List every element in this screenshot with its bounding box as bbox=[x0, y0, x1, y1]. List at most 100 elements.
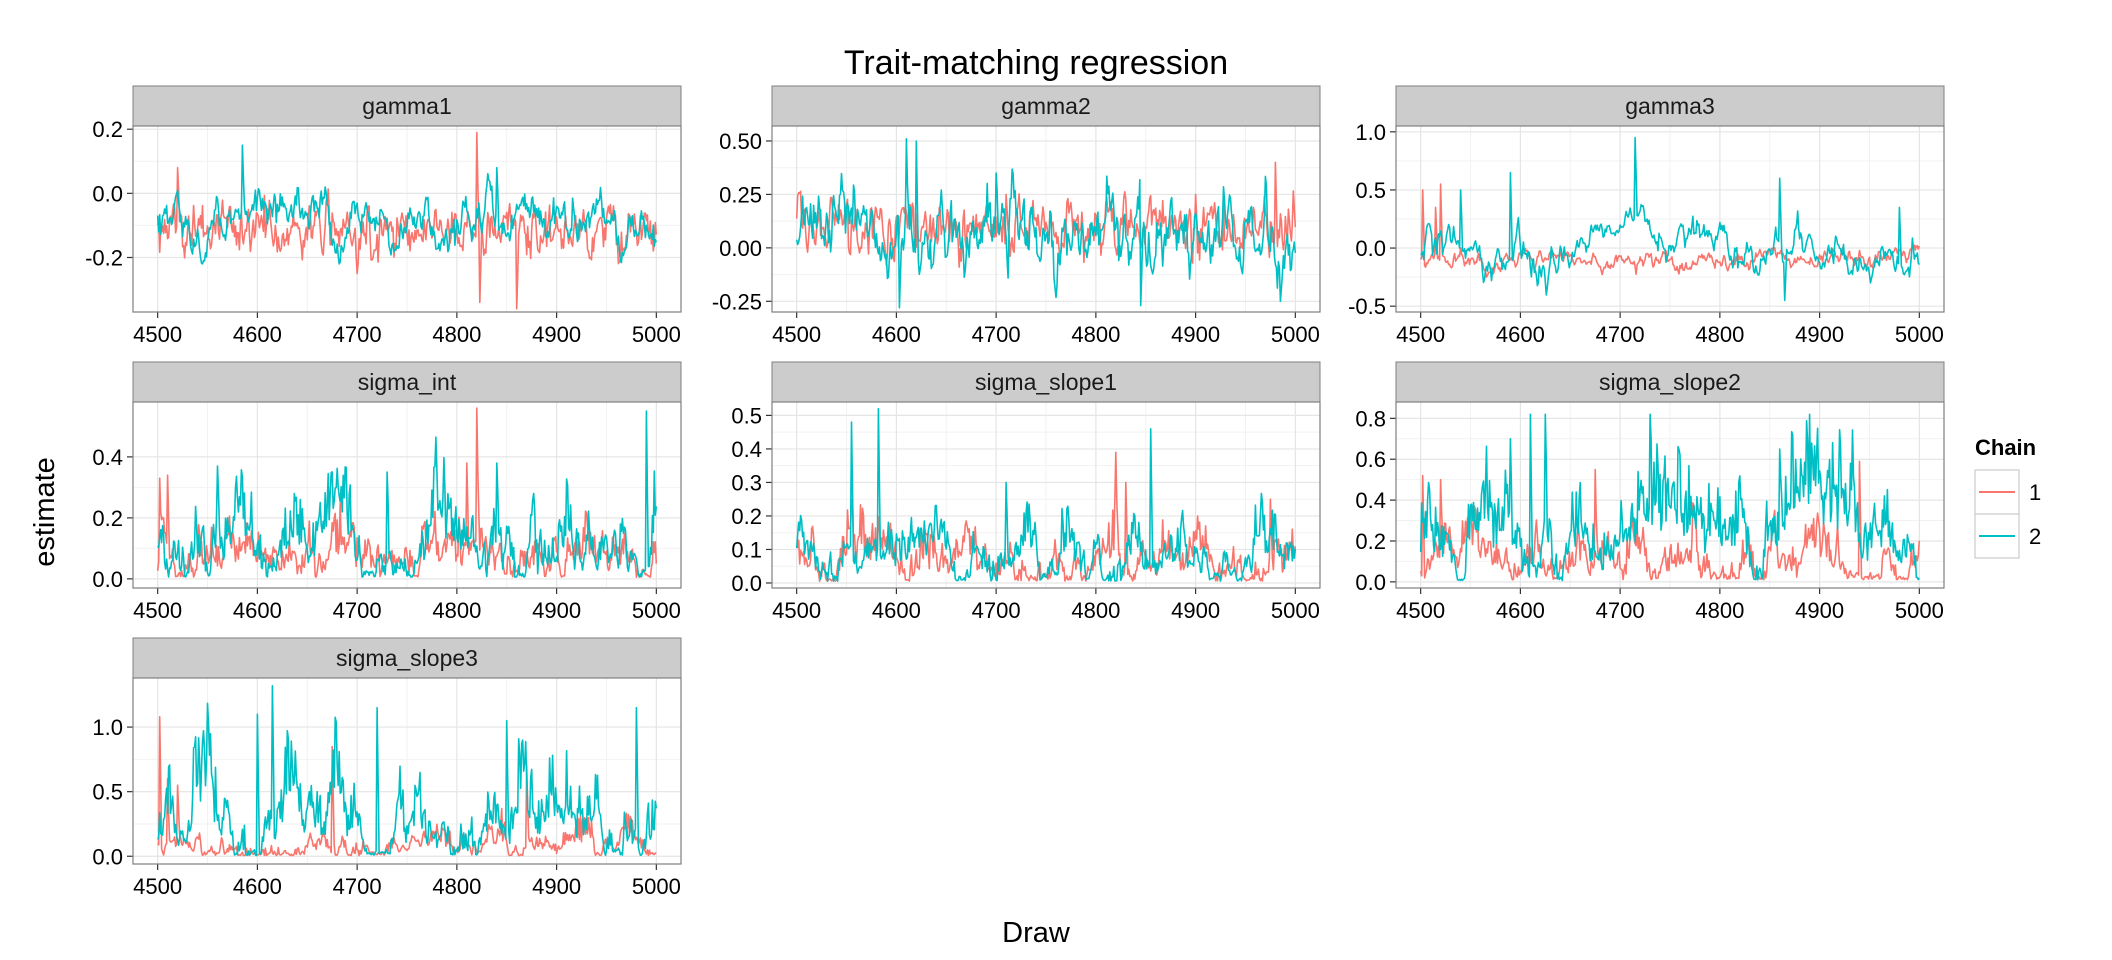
x-tick-label: 5000 bbox=[632, 322, 681, 347]
x-tick-label: 4600 bbox=[1496, 322, 1545, 347]
x-tick-label: 4900 bbox=[1171, 598, 1220, 623]
y-tick-label: 0.1 bbox=[731, 537, 762, 562]
facet-strip-label: sigma_slope1 bbox=[975, 369, 1117, 395]
legend: Chain 1 2 bbox=[1974, 435, 2041, 559]
y-tick-label: 0.2 bbox=[92, 117, 123, 142]
x-tick-label: 4500 bbox=[133, 874, 182, 899]
x-tick-label: 4800 bbox=[1695, 598, 1744, 623]
y-tick-label: 0.0 bbox=[92, 181, 123, 206]
y-tick-label: 0.2 bbox=[1355, 529, 1386, 554]
y-tick-label: -0.5 bbox=[1348, 294, 1386, 319]
series-line-chain-2 bbox=[1419, 413, 1920, 582]
y-tick-label: 0.2 bbox=[92, 506, 123, 531]
y-axis-title: estimate bbox=[29, 457, 61, 567]
x-tick-label: 5000 bbox=[1895, 322, 1944, 347]
series-line-chain-2 bbox=[156, 685, 658, 857]
y-tick-label: 0.0 bbox=[731, 571, 762, 596]
x-tick-label: 4900 bbox=[532, 874, 581, 899]
series-line-chain-1 bbox=[1419, 183, 1921, 278]
x-tick-label: 4700 bbox=[333, 598, 382, 623]
x-tick-label: 4800 bbox=[432, 598, 481, 623]
y-tick-label: 0.00 bbox=[719, 236, 762, 261]
facet-strip bbox=[132, 85, 682, 127]
x-tick-label: 5000 bbox=[1271, 322, 1320, 347]
facet-strip-label: sigma_int bbox=[358, 369, 457, 395]
facet-strip-label: gamma1 bbox=[362, 93, 451, 119]
x-tick-label: 4500 bbox=[772, 598, 821, 623]
x-tick-label: 4600 bbox=[1496, 598, 1545, 623]
legend-label-chain-1: 1 bbox=[2029, 480, 2041, 505]
panel-border bbox=[771, 125, 1321, 313]
y-tick-label: 0.2 bbox=[731, 504, 762, 529]
panel-border bbox=[1395, 401, 1945, 589]
y-tick-label: 0.25 bbox=[719, 182, 762, 207]
x-tick-label: 4700 bbox=[1596, 322, 1645, 347]
x-tick-label: 4800 bbox=[432, 874, 481, 899]
y-tick-label: 0.0 bbox=[92, 844, 123, 869]
facet-panel-sigma_slope2: sigma_slope2 4500 4600 4700 4800 4900 5000 0.0 0… bbox=[1355, 361, 1945, 623]
x-tick-label: 4900 bbox=[532, 598, 581, 623]
x-tick-label: 4500 bbox=[1396, 598, 1445, 623]
x-tick-label: 4800 bbox=[1695, 322, 1744, 347]
y-tick-label: 1.0 bbox=[1355, 120, 1386, 145]
x-tick-label: 4900 bbox=[532, 322, 581, 347]
x-tick-label: 4900 bbox=[1795, 322, 1844, 347]
facet-panel-gamma3: gamma3 4500 4600 4700 4800 4900 5000 1.0 0.5 0.0 -… bbox=[1348, 85, 1945, 347]
facet-panel-gamma1: gamma1 4500 4600 4700 4800 4900 5000 0.2 0.0 -0.2 bbox=[85, 85, 682, 347]
facet-panel-sigma_slope1: sigma_slope1 4500 4600 4700 4800 4900 5000 0.0 0… bbox=[731, 361, 1321, 623]
x-tick-label: 4700 bbox=[1596, 598, 1645, 623]
facet-strip bbox=[132, 361, 682, 403]
panel-border bbox=[771, 401, 1321, 589]
x-tick-label: 5000 bbox=[1895, 598, 1944, 623]
x-tick-label: 4900 bbox=[1171, 322, 1220, 347]
facet-strip bbox=[1395, 85, 1945, 127]
x-tick-label: 4600 bbox=[872, 598, 921, 623]
series-line-chain-2 bbox=[795, 407, 1297, 582]
y-tick-label: 0.3 bbox=[731, 470, 762, 495]
y-tick-label: -0.2 bbox=[85, 245, 123, 270]
x-axis-title: Draw bbox=[1002, 917, 1071, 949]
facet-strip-label: gamma2 bbox=[1001, 93, 1090, 119]
y-tick-label: 0.0 bbox=[1355, 570, 1386, 595]
x-tick-label: 4500 bbox=[1396, 322, 1445, 347]
x-tick-label: 4700 bbox=[333, 874, 382, 899]
x-tick-label: 4700 bbox=[972, 598, 1021, 623]
facet-panels: gamma1 4500 4600 4700 4800 4900 5000 0.2 0.0 -0.2… bbox=[85, 85, 1945, 899]
series-line-chain-1 bbox=[795, 161, 1297, 268]
x-tick-label: 4700 bbox=[333, 322, 382, 347]
series-line-chain-1 bbox=[156, 131, 658, 310]
y-tick-label: 0.5 bbox=[1355, 178, 1386, 203]
chart-title: Trait-matching regression bbox=[844, 44, 1228, 82]
panel-border bbox=[132, 401, 682, 589]
y-tick-label: 0.0 bbox=[92, 567, 123, 592]
series-line-chain-1 bbox=[1419, 460, 1921, 581]
x-tick-label: 4500 bbox=[133, 598, 182, 623]
y-tick-label: 0.8 bbox=[1355, 406, 1386, 431]
facet-strip bbox=[771, 361, 1321, 403]
x-tick-label: 4600 bbox=[233, 322, 282, 347]
y-tick-label: -0.25 bbox=[712, 289, 762, 314]
series-line-chain-1 bbox=[157, 716, 657, 857]
facet-strip-label: sigma_slope2 bbox=[1599, 369, 1741, 395]
legend-title: Chain bbox=[1975, 435, 2036, 460]
x-tick-label: 4600 bbox=[233, 598, 282, 623]
x-tick-label: 4800 bbox=[1071, 598, 1120, 623]
x-tick-label: 4600 bbox=[872, 322, 921, 347]
x-tick-label: 4900 bbox=[1795, 598, 1844, 623]
panel-border bbox=[132, 677, 682, 865]
y-tick-label: 0.6 bbox=[1355, 447, 1386, 472]
y-tick-label: 1.0 bbox=[92, 715, 123, 740]
x-tick-label: 5000 bbox=[1271, 598, 1320, 623]
legend-label-chain-2: 2 bbox=[2029, 524, 2041, 549]
panel-border bbox=[132, 125, 682, 313]
x-tick-label: 4500 bbox=[133, 322, 182, 347]
x-tick-label: 4800 bbox=[432, 322, 481, 347]
y-tick-label: 0.50 bbox=[719, 129, 762, 154]
facet-strip-label: gamma3 bbox=[1625, 93, 1714, 119]
y-tick-label: 0.4 bbox=[92, 445, 123, 470]
series-line-chain-2 bbox=[157, 410, 658, 578]
series-line-chain-2 bbox=[795, 138, 1297, 309]
facet-panel-sigma_int: sigma_int 4500 4600 4700 4800 4900 5000 0.0 0.2 0… bbox=[92, 361, 682, 623]
y-tick-label: 0.5 bbox=[731, 403, 762, 428]
